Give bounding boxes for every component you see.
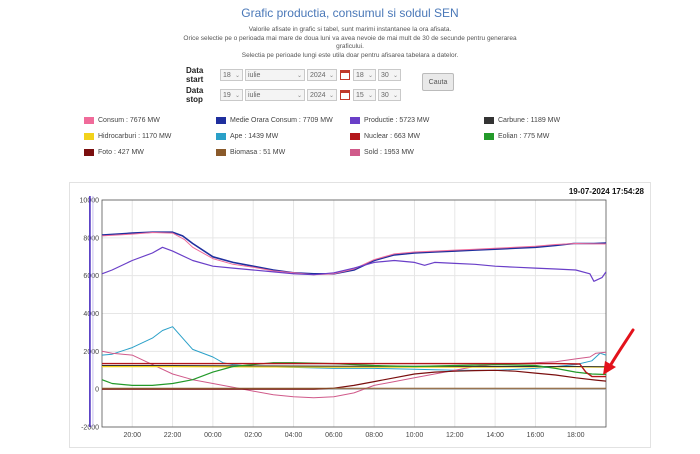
- start-day-select[interactable]: 18 ⌄: [220, 69, 243, 81]
- start-month-select[interactable]: iulie ⌄: [245, 69, 305, 81]
- x-tick-label: 18:00: [567, 432, 585, 439]
- legend-label: Consum : 7676 MW: [98, 116, 160, 124]
- series-consum: [101, 232, 607, 276]
- chevron-down-icon: ⌄: [234, 72, 240, 79]
- red-arrow-icon: [608, 328, 635, 368]
- page-title: Grafic productia, consumul si soldul SEN: [241, 6, 459, 20]
- legend-item[interactable]: Productie : 5723 MW: [350, 115, 429, 125]
- legend-swatch-icon: [350, 132, 360, 140]
- y-tick-label: 4000: [83, 311, 99, 318]
- red-arrow-head-icon: [603, 361, 616, 375]
- series-carbune: [102, 365, 607, 368]
- legend-label: Nuclear : 663 MW: [364, 132, 421, 140]
- legend-item[interactable]: Medie Orara Consum : 7709 MW: [216, 115, 333, 125]
- legend-swatch-icon: [484, 116, 494, 124]
- legend-label: Sold : 1953 MW: [364, 148, 414, 156]
- calendar-icon[interactable]: [340, 70, 350, 80]
- stop-month-select[interactable]: iulie ⌄: [245, 89, 305, 101]
- legend-swatch-icon: [350, 148, 360, 156]
- legend-label: Carbune : 1189 MW: [498, 116, 561, 124]
- x-tick-label: 22:00: [164, 432, 182, 439]
- line-chart: 1000080006000400020000-200020:0022:0000:…: [80, 187, 645, 439]
- legend-swatch-icon: [216, 148, 226, 156]
- x-tick-label: 08:00: [365, 432, 383, 439]
- legend-label: Hidrocarburi : 1170 MW: [98, 132, 172, 140]
- x-tick-label: 16:00: [527, 432, 545, 439]
- legend-item[interactable]: Eolian : 775 MW: [484, 131, 549, 141]
- legend-label: Medie Orara Consum : 7709 MW: [230, 116, 333, 124]
- chevron-down-icon: ⌄: [328, 92, 334, 99]
- legend-swatch-icon: [84, 132, 94, 140]
- legend-item[interactable]: Biomasa : 51 MW: [216, 147, 285, 157]
- chevron-down-icon: ⌄: [296, 92, 302, 99]
- y-tick-label: 2000: [83, 349, 99, 356]
- legend-swatch-icon: [84, 148, 94, 156]
- series-eolian: [101, 362, 607, 386]
- legend-item[interactable]: Carbune : 1189 MW: [484, 115, 560, 125]
- series-nuclear: [102, 362, 607, 378]
- start-minute-select[interactable]: 30 ⌄: [378, 69, 401, 81]
- stop-day-select[interactable]: 19 ⌄: [220, 89, 243, 101]
- note-line-3: graficului.: [336, 43, 364, 51]
- x-tick-label: 00:00: [204, 432, 222, 439]
- y-tick-label: 0: [95, 387, 99, 394]
- series-medie-orara-consum: [101, 231, 607, 275]
- series-foto: [102, 369, 607, 390]
- search-button[interactable]: Cauta: [422, 73, 454, 91]
- chevron-down-icon: ⌄: [234, 92, 240, 99]
- chevron-down-icon: ⌄: [367, 92, 373, 99]
- x-tick-label: 20:00: [123, 432, 141, 439]
- timestamp-label: 19-07-2024 17:54:28: [569, 187, 645, 196]
- plot-area: [101, 199, 607, 428]
- legend-swatch-icon: [484, 132, 494, 140]
- y-tick-label: -2000: [81, 425, 99, 432]
- legend-label: Eolian : 775 MW: [498, 132, 550, 140]
- series-sold: [101, 350, 607, 399]
- stop-hour-select[interactable]: 15 ⌄: [353, 89, 376, 101]
- legend-label: Productie : 5723 MW: [364, 116, 430, 124]
- start-label: Data start: [186, 66, 204, 84]
- start-year-select[interactable]: 2024 ⌄: [307, 69, 337, 81]
- x-tick-label: 14:00: [486, 432, 504, 439]
- chevron-down-icon: ⌄: [328, 72, 334, 79]
- stop-year-select[interactable]: 2024 ⌄: [307, 89, 337, 101]
- legend-swatch-icon: [216, 116, 226, 124]
- y-tick-label: 6000: [83, 273, 99, 280]
- stop-label: Data stop: [186, 86, 204, 104]
- start-date-row: Data start 18 ⌄ iulie ⌄ 2024 ⌄ 18 ⌄ 30 ⌄: [186, 66, 403, 84]
- legend-label: Ape : 1439 MW: [230, 132, 279, 140]
- chevron-down-icon: ⌄: [367, 72, 373, 79]
- legend-item[interactable]: Foto : 427 MW: [84, 147, 144, 157]
- note-line-1: Valorile afisate in grafic si tabel, sun…: [248, 26, 452, 33]
- legend-item[interactable]: Ape : 1439 MW: [216, 131, 278, 141]
- legend-label: Biomasa : 51 MW: [230, 148, 286, 156]
- legend-swatch-icon: [84, 116, 94, 124]
- legend-label: Foto : 427 MW: [98, 148, 144, 156]
- legend-item[interactable]: Sold : 1953 MW: [350, 147, 414, 157]
- y-tick-label: 8000: [83, 235, 99, 242]
- legend-swatch-icon: [216, 132, 226, 140]
- note-line-4: Selectia pe perioade lungi este utila do…: [241, 51, 459, 59]
- chevron-down-icon: ⌄: [392, 92, 398, 99]
- chevron-down-icon: ⌄: [392, 72, 398, 79]
- series-productie: [101, 246, 607, 282]
- x-tick-label: 04:00: [285, 432, 303, 439]
- x-tick-label: 06:00: [325, 432, 343, 439]
- calendar-icon[interactable]: [340, 90, 350, 100]
- chart-frame: 1000080006000400020000-200020:0022:0000:…: [69, 182, 651, 448]
- stop-date-row: Data stop 19 ⌄ iulie ⌄ 2024 ⌄ 15 ⌄ 30 ⌄: [186, 86, 403, 104]
- legend-item[interactable]: Nuclear : 663 MW: [350, 131, 420, 141]
- info-note: Valorile afisate in grafic si tabel, sun…: [160, 26, 540, 60]
- legend-item[interactable]: Consum : 7676 MW: [84, 115, 160, 125]
- chevron-down-icon: ⌄: [296, 72, 302, 79]
- note-line-2: Orice selectie pe o perioada mai mare de…: [183, 34, 517, 42]
- legend-item[interactable]: Hidrocarburi : 1170 MW: [84, 131, 171, 141]
- start-hour-select[interactable]: 18 ⌄: [353, 69, 376, 81]
- x-tick-label: 02:00: [244, 432, 262, 439]
- stop-minute-select[interactable]: 30 ⌄: [378, 89, 401, 101]
- x-tick-label: 12:00: [446, 432, 464, 439]
- legend-swatch-icon: [350, 116, 360, 124]
- x-tick-label: 10:00: [406, 432, 424, 439]
